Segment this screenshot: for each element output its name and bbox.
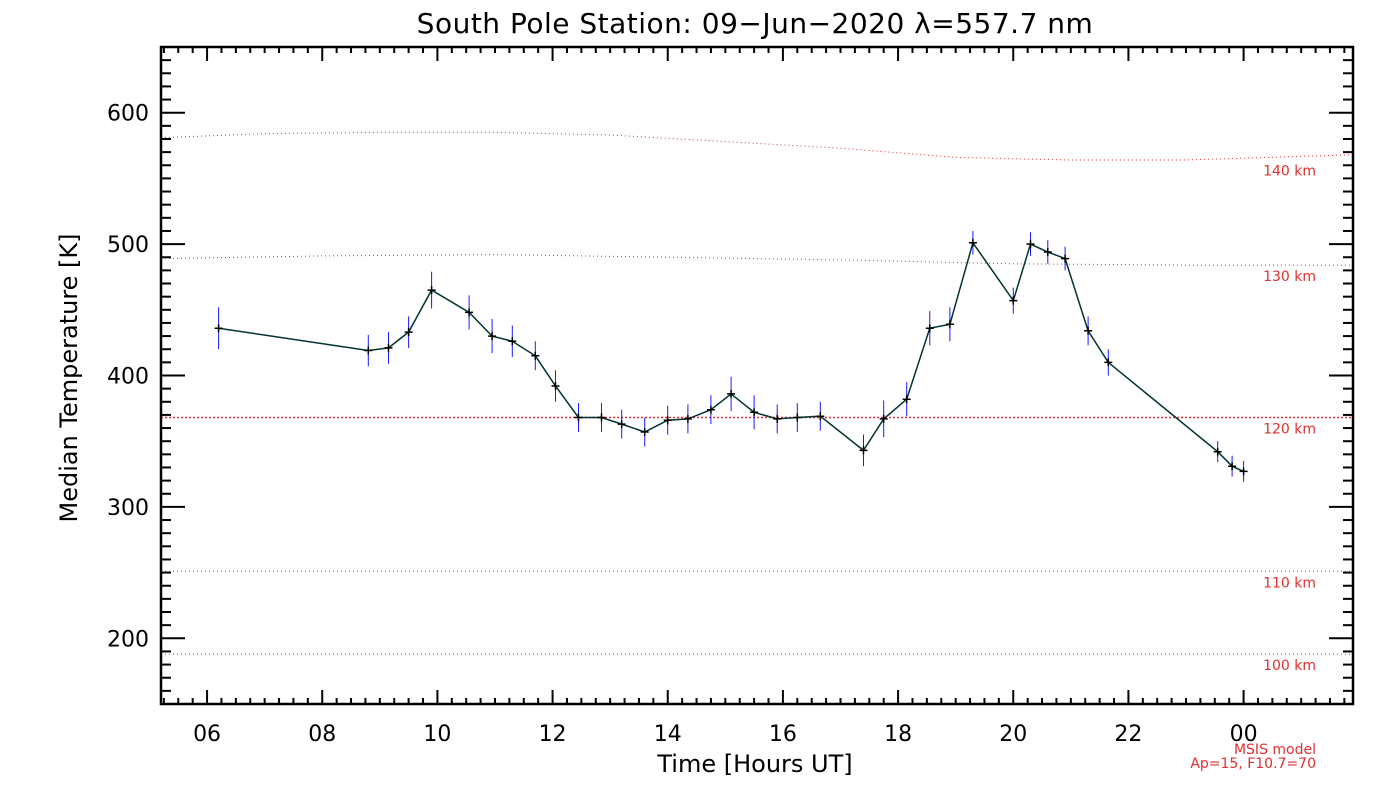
data-point xyxy=(465,308,474,317)
data-point xyxy=(1239,467,1248,476)
data-point xyxy=(427,286,436,295)
data-point xyxy=(617,420,626,429)
altitude-label-130km: 130 km xyxy=(1263,269,1316,285)
x-axis-label: Time [Hours UT] xyxy=(656,750,852,778)
data-point xyxy=(508,337,517,346)
axis-ticks: 06 08 10 12 14 16 18 20 22 00 200 300 400 500 600 xyxy=(107,46,1353,747)
temperature-series xyxy=(214,231,1248,482)
data-point xyxy=(574,413,583,422)
data-point xyxy=(945,320,954,329)
x-tick-label: 22 xyxy=(1114,722,1142,747)
x-tick-label: 14 xyxy=(654,722,682,747)
data-point xyxy=(859,446,868,455)
x-tick-label: 12 xyxy=(539,722,567,747)
x-tick-label: 08 xyxy=(308,722,336,747)
y-tick-label: 600 xyxy=(107,102,149,127)
x-tick-label: 20 xyxy=(999,722,1027,747)
model-annotation-line1: MSIS model xyxy=(1234,742,1316,758)
data-point xyxy=(597,413,606,422)
data-point xyxy=(531,351,540,360)
data-point xyxy=(1104,358,1113,367)
y-tick-label: 500 xyxy=(107,233,149,258)
data-point xyxy=(1228,462,1237,471)
data-point xyxy=(1009,296,1018,305)
data-point xyxy=(925,324,934,333)
y-tick-label: 200 xyxy=(107,627,149,652)
x-tick-label: 06 xyxy=(193,722,221,747)
data-point xyxy=(727,389,736,398)
altitude-label-140km: 140 km xyxy=(1263,164,1316,180)
data-point xyxy=(384,343,393,352)
series-line xyxy=(218,241,1244,473)
altitude-label-110km: 110 km xyxy=(1263,575,1316,591)
data-point xyxy=(879,414,888,423)
data-point xyxy=(816,412,825,421)
y-axis-label: Median Temperature [K] xyxy=(55,233,83,522)
x-tick-label: 16 xyxy=(769,722,797,747)
y-tick-label: 400 xyxy=(107,365,149,390)
altitude-reference-lines: 140 km 130 km 120 km 110 km 100 km xyxy=(160,131,1354,674)
altitude-line-130km xyxy=(160,254,1353,266)
data-point xyxy=(750,408,759,417)
model-annotation-line2: Ap=15, F10.7=70 xyxy=(1190,756,1316,772)
data-point xyxy=(1084,326,1093,335)
x-tick-label: 00 xyxy=(1230,722,1258,747)
data-point xyxy=(214,324,223,333)
data-point xyxy=(1026,240,1035,249)
data-point xyxy=(1061,254,1070,263)
y-tick-label: 300 xyxy=(107,496,149,521)
data-point xyxy=(683,414,692,423)
data-point xyxy=(968,238,977,247)
data-point xyxy=(404,328,413,337)
data-point xyxy=(902,395,911,404)
data-point xyxy=(663,416,672,425)
altitude-label-100km: 100 km xyxy=(1263,658,1316,674)
data-point xyxy=(488,332,497,341)
x-tick-label: 18 xyxy=(884,722,912,747)
data-point xyxy=(640,428,649,436)
plot-frame xyxy=(159,45,1355,706)
data-point xyxy=(364,346,373,355)
data-point xyxy=(793,413,802,422)
chart-title: South Pole Station: 09−Jun−2020 λ=557.7 … xyxy=(417,7,1094,40)
altitude-line-140km xyxy=(160,131,1354,161)
data-point xyxy=(1213,447,1222,456)
x-tick-label: 10 xyxy=(423,722,451,747)
data-point xyxy=(551,382,560,390)
altitude-label-120km: 120 km xyxy=(1263,422,1316,438)
data-point xyxy=(706,405,715,414)
data-point xyxy=(773,414,782,423)
data-point xyxy=(1043,248,1052,256)
